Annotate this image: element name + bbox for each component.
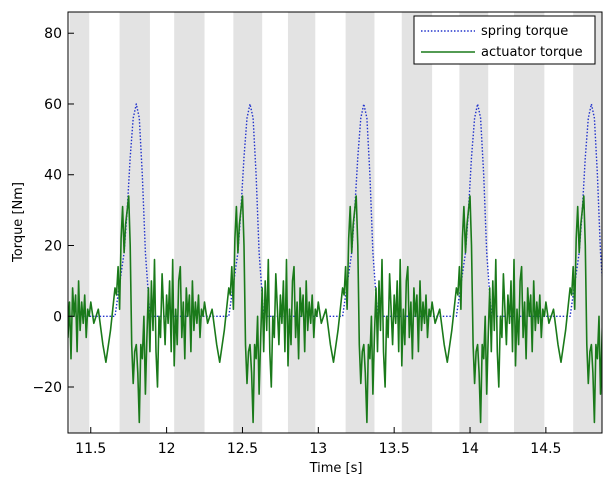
shaded-band-0 [69, 12, 90, 433]
shaded-band-2 [174, 12, 205, 433]
series-line-spring-torque [68, 103, 602, 317]
plot-frame [67, 11, 603, 434]
shaded-band-4 [287, 12, 316, 433]
legend-label-spring: spring torque [481, 24, 568, 39]
legend: spring torque actuator torque [413, 15, 596, 65]
x-tick-label: 14 [461, 441, 479, 457]
axis-ticks: 11.5 12 12.5 13 13.5 14 14.5 −20 0 20 40 60 80 [32, 26, 561, 457]
shaded-intervals [69, 12, 602, 433]
x-tick-label: 13.5 [379, 441, 410, 457]
shaded-band-6 [401, 12, 433, 433]
y-tick-label: −20 [32, 380, 62, 396]
y-tick-label: 40 [44, 168, 62, 184]
x-tick-label: 13 [309, 441, 327, 457]
series-line-actuator-torque [68, 195, 602, 424]
series-layer [68, 103, 602, 424]
y-axis-title: Torque [Nm] [11, 182, 26, 263]
y-tick-label: 60 [44, 97, 62, 113]
x-axis-title: Time [s] [309, 461, 363, 476]
legend-box [413, 15, 596, 65]
x-tick-label: 14.5 [530, 441, 561, 457]
x-tick-label: 11.5 [75, 441, 106, 457]
y-tick-label: 20 [44, 238, 62, 254]
y-tick-label: 0 [53, 309, 62, 325]
x-tick-label: 12.5 [227, 441, 258, 457]
x-tick-label: 12 [158, 441, 176, 457]
y-tick-label: 80 [44, 26, 62, 42]
shaded-band-8 [514, 12, 545, 433]
legend-label-actuator: actuator torque [481, 45, 583, 60]
